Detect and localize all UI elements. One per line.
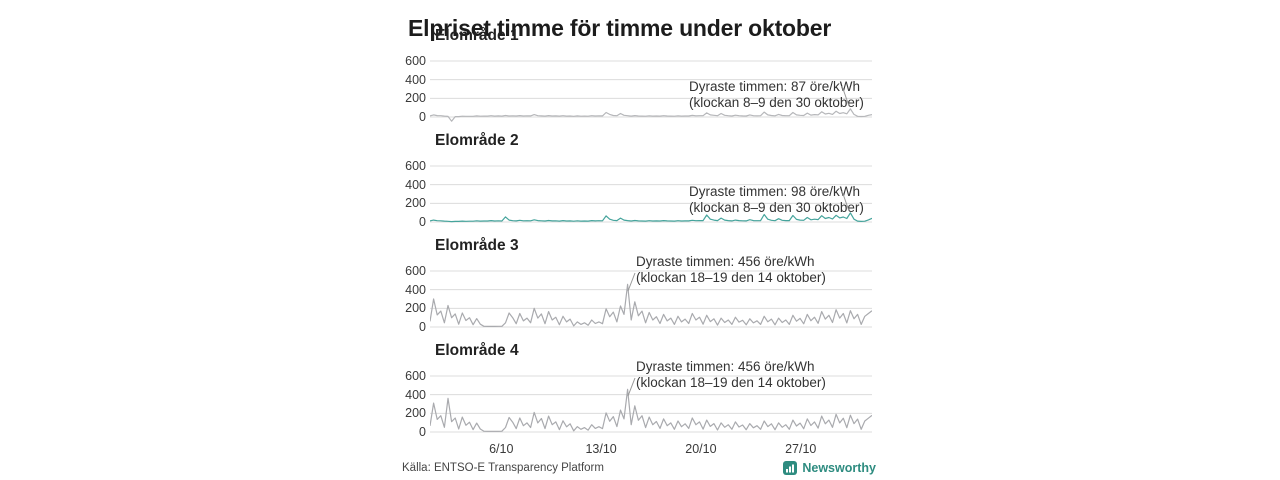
- annotation-line1: Dyraste timmen: 98 öre/kWh: [689, 184, 861, 199]
- bar-chart-logo-icon: [783, 461, 798, 475]
- annotation-leader-line: [841, 85, 850, 107]
- subplot-title: Elområde 1: [435, 27, 519, 44]
- annotation: Dyraste timmen: 98 öre/kWh (klockan 8–9 …: [689, 184, 864, 215]
- y-tick-label: 0: [419, 110, 426, 124]
- annotation-line2: (klockan 8–9 den 30 oktober): [689, 94, 864, 110]
- x-tick-label: 13/10: [585, 442, 617, 456]
- y-tick-label: 600: [405, 264, 426, 278]
- y-tick-label: 400: [405, 387, 426, 402]
- subplot-title: Elområde 3: [435, 237, 519, 254]
- y-tick-label: 200: [405, 406, 426, 421]
- annotation-leader-line: [841, 190, 850, 212]
- y-tick-label: 0: [419, 320, 426, 334]
- subplot-elomrade-4: Elområde 4 600 400 200 0 Dyraste timmen:…: [0, 342, 1280, 447]
- x-tick-label: 6/10: [489, 442, 514, 456]
- annotation: Dyraste timmen: 456 öre/kWh (klockan 18–…: [636, 254, 826, 285]
- line-chart: [430, 60, 872, 122]
- line-chart: [430, 270, 872, 328]
- y-tick-label: 600: [405, 159, 426, 173]
- annotation-leader-line: [627, 272, 636, 292]
- annotation: Dyraste timmen: 87 öre/kWh (klockan 8–9 …: [689, 79, 864, 110]
- annotation-line1: Dyraste timmen: 456 öre/kWh: [636, 359, 815, 374]
- x-tick-label: 27/10: [785, 442, 817, 456]
- line-chart: [430, 375, 872, 433]
- subplot-elomrade-2: Elområde 2 600 400 200 0 Dyraste timmen:…: [0, 132, 1280, 237]
- y-tick-label: 600: [405, 369, 426, 383]
- annotation-line2: (klockan 18–19 den 14 oktober): [636, 269, 826, 285]
- page-title: Elpriset timme för timme under oktober: [408, 15, 832, 42]
- annotation-line1: Dyraste timmen: 87 öre/kWh: [689, 79, 861, 94]
- annotation-line1: Dyraste timmen: 456 öre/kWh: [636, 254, 815, 269]
- annotation: Dyraste timmen: 456 öre/kWh (klockan 18–…: [636, 359, 826, 390]
- y-tick-label: 0: [419, 425, 426, 439]
- subplot-title: Elområde 4: [435, 342, 519, 359]
- y-tick-label: 400: [405, 72, 426, 87]
- x-tick-label: 20/10: [685, 442, 717, 456]
- brand-mark: Newsworthy: [783, 461, 876, 475]
- brand-name: Newsworthy: [802, 461, 876, 475]
- source-credit: Källa: ENTSO-E Transparency Platform: [402, 462, 604, 474]
- y-tick-label: 400: [405, 177, 426, 192]
- y-tick-label: 400: [405, 282, 426, 297]
- annotation-line2: (klockan 18–19 den 14 oktober): [636, 374, 826, 390]
- subplot-elomrade-1: Elområde 1 600 400 200 0 Dyraste timmen:…: [0, 27, 1280, 132]
- y-tick-label: 200: [405, 196, 426, 211]
- y-tick-label: 200: [405, 91, 426, 106]
- line-chart: [430, 165, 872, 223]
- annotation-leader-line: [627, 377, 636, 397]
- y-tick-label: 0: [419, 215, 426, 229]
- subplot-title: Elområde 2: [435, 132, 519, 149]
- subplot-elomrade-3: Elområde 3 600 400 200 0 Dyraste timmen:…: [0, 237, 1280, 342]
- y-tick-label: 200: [405, 301, 426, 316]
- y-tick-label: 600: [405, 54, 426, 68]
- annotation-line2: (klockan 8–9 den 30 oktober): [689, 199, 864, 215]
